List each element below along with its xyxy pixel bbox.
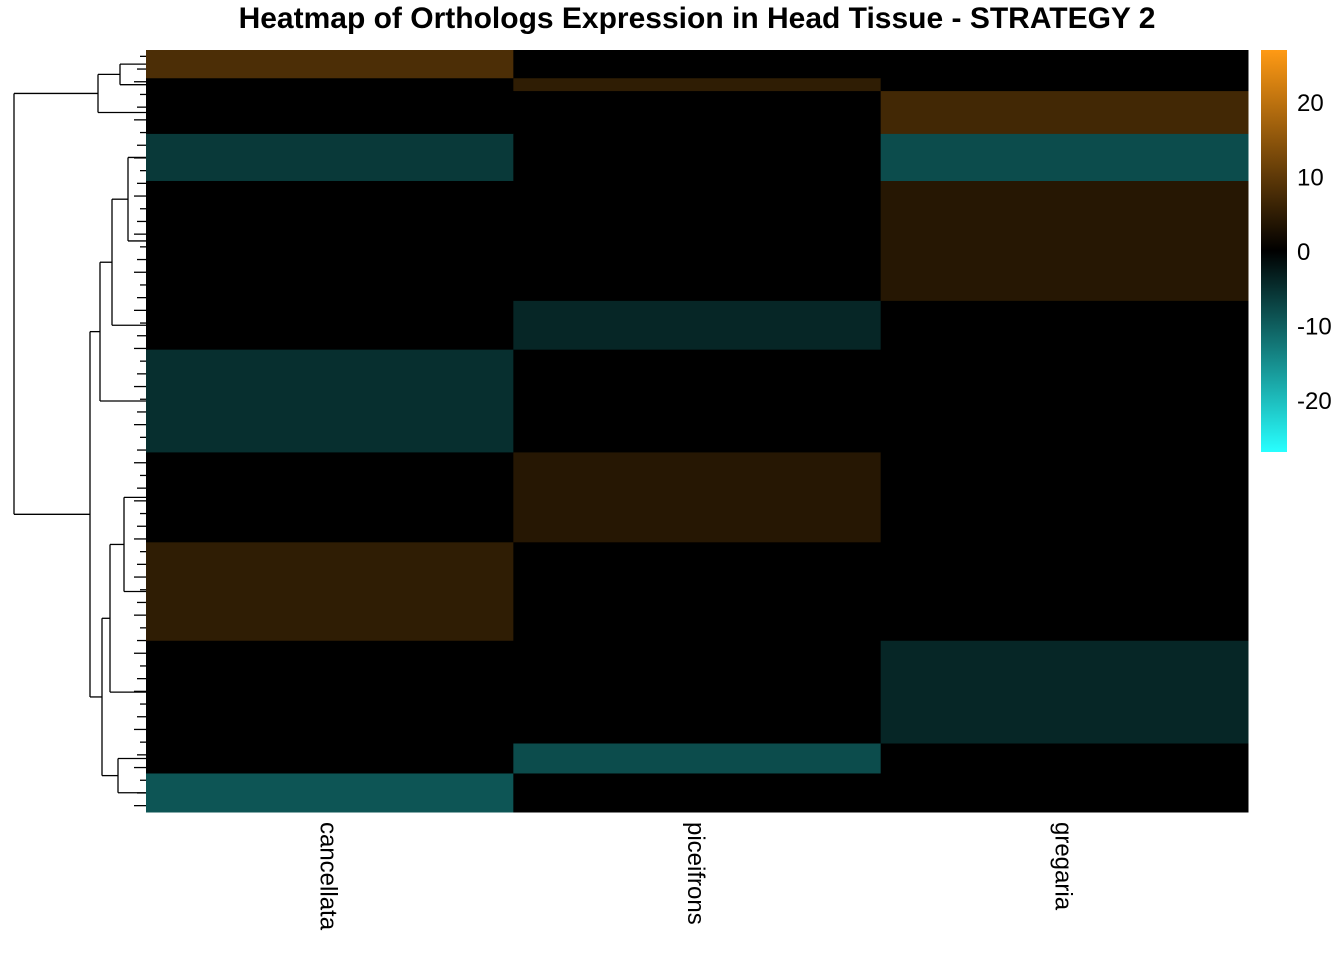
heatmap-cell <box>880 133 1249 182</box>
heatmap-cell <box>513 300 882 351</box>
heatmap-cell <box>146 180 514 302</box>
heatmap-cell <box>880 50 1249 79</box>
heatmap-cell <box>880 773 1249 813</box>
heatmap-cell <box>880 542 1249 642</box>
legend-tick-label: -10 <box>1297 313 1332 340</box>
heatmap-cell <box>513 349 882 453</box>
heatmap-cell <box>146 640 514 745</box>
legend-tick-label: 10 <box>1297 165 1324 192</box>
heatmap-cell <box>513 542 882 642</box>
chart-title: Heatmap of Orthologs Expression in Head … <box>238 2 1156 35</box>
column-label: gregaria <box>1049 822 1076 911</box>
legend-colorbar <box>1261 50 1287 452</box>
heatmap-cell <box>513 91 882 135</box>
heatmap-cell <box>513 452 882 543</box>
heatmap-cell <box>513 133 882 182</box>
heatmap-cell <box>146 50 514 79</box>
heatmap-cell <box>880 91 1249 135</box>
column-label: piceifrons <box>682 822 709 925</box>
heatmap-cells <box>146 50 1249 813</box>
heatmap-cell <box>146 91 514 135</box>
column-label: cancellata <box>315 822 342 931</box>
heatmap-cell <box>513 78 882 92</box>
heatmap-cell <box>146 349 514 453</box>
heatmap-cell <box>513 180 882 302</box>
legend-tick-label: 0 <box>1297 239 1310 266</box>
heatmap-cell <box>880 78 1249 92</box>
heatmap-cell <box>513 50 882 79</box>
heatmap-cell <box>146 452 514 543</box>
heatmap-cell <box>880 452 1249 543</box>
color-legend: 20 10 0 -10 -20 <box>1261 50 1332 452</box>
heatmap-cell <box>146 542 514 642</box>
heatmap-cell <box>880 640 1249 745</box>
heatmap-cell <box>880 180 1249 302</box>
heatmap-cell <box>880 300 1249 351</box>
heatmap-cell <box>513 743 882 774</box>
legend-tick-label: 20 <box>1297 90 1324 117</box>
heatmap-cell <box>146 300 514 351</box>
heatmap-cell <box>146 133 514 182</box>
column-labels: cancellata piceifrons gregaria <box>315 822 1077 931</box>
heatmap-cell <box>880 743 1249 774</box>
heatmap-cell <box>513 640 882 745</box>
heatmap-cell <box>146 773 514 813</box>
heatmap-cell <box>146 78 514 92</box>
legend-tick-label: -20 <box>1297 388 1332 415</box>
heatmap-cell <box>513 773 882 813</box>
heatmap-cell <box>146 743 514 774</box>
row-dendrogram <box>13 55 146 807</box>
heatmap-cell <box>880 349 1249 453</box>
